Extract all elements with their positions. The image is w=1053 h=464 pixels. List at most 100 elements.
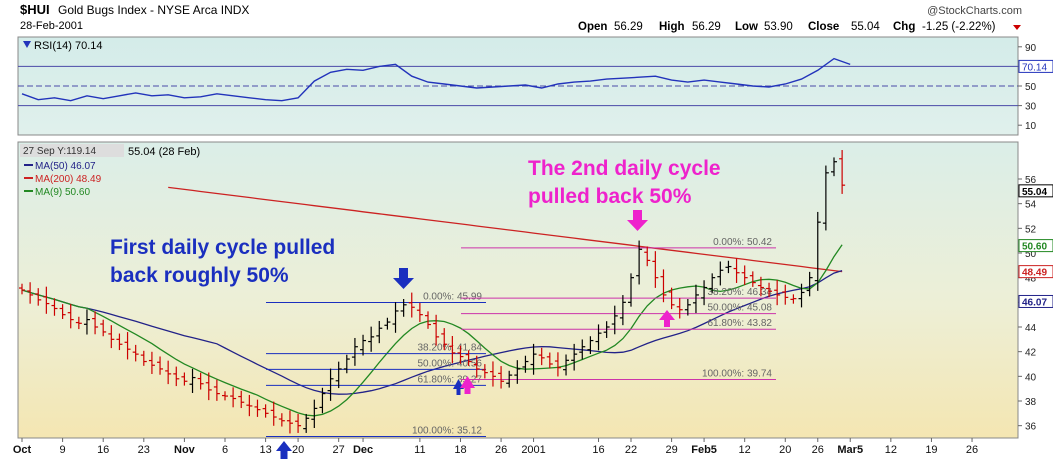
price-bar xyxy=(546,352,553,369)
price-bar xyxy=(278,413,285,427)
open-label: Open xyxy=(578,21,607,33)
ma200-end-label: 48.49 xyxy=(1022,268,1047,279)
chg-label: Chg xyxy=(893,21,915,33)
price-bar xyxy=(392,302,399,333)
blue-up-arrow-bottom-icon xyxy=(276,441,292,459)
low-label: Low xyxy=(735,21,758,33)
close-value: 55.04 xyxy=(851,21,880,33)
annotation-first-cycle: First daily cycle pulled back roughly 50… xyxy=(110,236,335,287)
pink-up-arrow-icon xyxy=(460,376,475,394)
price-bar xyxy=(173,366,180,387)
price-bar xyxy=(441,328,448,351)
price-bar xyxy=(35,288,42,306)
price-bar xyxy=(205,372,212,401)
date-tick-label: 19 xyxy=(925,444,937,456)
fib-level-label: 61.80%: 43.82 xyxy=(708,318,773,329)
price-panel xyxy=(17,141,1019,439)
annotation-second-line2: pulled back 50% xyxy=(528,185,692,208)
date-tick-label: 16 xyxy=(592,444,604,456)
header-date: 28-Feb-2001 xyxy=(20,20,83,32)
date-tick-label: 16 xyxy=(97,444,109,456)
blue-up-arrow-icon xyxy=(453,379,464,395)
price-bar xyxy=(335,361,342,389)
price-tick-label: 42 xyxy=(1025,348,1037,359)
date-tick-label: 6 xyxy=(222,444,228,456)
price-bar xyxy=(579,339,586,360)
price-bar xyxy=(148,351,155,374)
price-bar xyxy=(433,314,440,346)
price-bar xyxy=(709,273,716,293)
price-bar xyxy=(757,276,764,297)
price-bar xyxy=(457,345,464,364)
ma200-line xyxy=(168,186,843,273)
fib-level-label: 50.00%: 45.08 xyxy=(708,303,773,314)
price-current-box xyxy=(1018,184,1053,198)
ma50-line xyxy=(21,269,843,395)
header-brand: @StockCharts.com xyxy=(927,5,1022,17)
annotation-arrows xyxy=(276,210,675,459)
chg-down-arrow-icon xyxy=(1013,25,1021,30)
fib-level-label: 0.00%: 45.99 xyxy=(423,291,482,302)
price-bar xyxy=(100,319,107,337)
date-tick-label: 18 xyxy=(454,444,466,456)
annotation-second-cycle: The 2nd daily cycle pulled back 50% xyxy=(528,157,721,208)
price-bar xyxy=(684,299,691,316)
header-symbol: $HUI xyxy=(20,2,50,17)
price-bar xyxy=(238,390,245,409)
price-bar xyxy=(806,271,813,297)
price-bar xyxy=(75,316,82,330)
price-current-label: 55.04 xyxy=(1022,187,1047,198)
price-bar xyxy=(157,356,164,375)
fib-level-label: 100.00%: 35.12 xyxy=(412,426,482,437)
price-tick-label: 52 xyxy=(1025,224,1037,235)
legend-price: 55.04 (28 Feb) xyxy=(128,146,200,158)
legend-ma200: MA(200) 48.49 xyxy=(35,174,102,185)
date-tick-label: 2001 xyxy=(521,444,545,456)
price-bar xyxy=(814,211,821,291)
price-bar xyxy=(295,413,302,433)
price-bar xyxy=(230,387,237,408)
price-bar xyxy=(717,261,724,286)
price-bar xyxy=(27,282,34,304)
price-bar xyxy=(327,368,334,401)
date-tick-label: Mar5 xyxy=(837,444,863,456)
date-tick-label: Nov xyxy=(174,444,196,456)
date-tick-label: 20 xyxy=(779,444,791,456)
price-tick-label: 50 xyxy=(1025,249,1037,260)
price-bar xyxy=(59,304,66,319)
price-bar xyxy=(790,294,797,304)
ma50-end-box xyxy=(1018,294,1053,308)
price-bar xyxy=(311,399,318,429)
date-tick-label: 11 xyxy=(414,444,425,456)
price-bar xyxy=(538,347,545,366)
price-bar xyxy=(668,287,675,310)
price-bar xyxy=(319,387,326,414)
price-bar xyxy=(92,311,99,335)
price-bar xyxy=(603,321,610,338)
price-tick-label: 56 xyxy=(1025,175,1037,186)
price-bar xyxy=(108,325,115,349)
price-bar xyxy=(489,361,496,387)
price-bar xyxy=(465,350,472,366)
cursor-readout-box xyxy=(20,144,124,157)
price-bar xyxy=(506,370,513,388)
date-tick-label: 9 xyxy=(60,444,66,456)
price-bar xyxy=(741,265,748,285)
blue-down-arrow-icon xyxy=(393,268,414,289)
price-bar xyxy=(644,246,651,267)
high-value: 56.29 xyxy=(692,21,721,33)
price-bar xyxy=(571,343,578,371)
price-bar xyxy=(368,326,375,352)
date-tick-label: 29 xyxy=(665,444,677,456)
fib-level-label: 100.00%: 39.74 xyxy=(702,369,772,380)
price-bar xyxy=(51,298,58,316)
rsi-current-box xyxy=(1018,59,1053,73)
fib-level-label: 0.00%: 50.42 xyxy=(713,237,772,248)
fib-level-label: 38.20%: 46.34 xyxy=(708,287,773,298)
price-bar xyxy=(286,410,293,434)
price-bar xyxy=(262,404,269,418)
price-bar xyxy=(132,344,139,362)
price-bar xyxy=(481,364,488,379)
pink-down-arrow-icon xyxy=(627,210,648,231)
